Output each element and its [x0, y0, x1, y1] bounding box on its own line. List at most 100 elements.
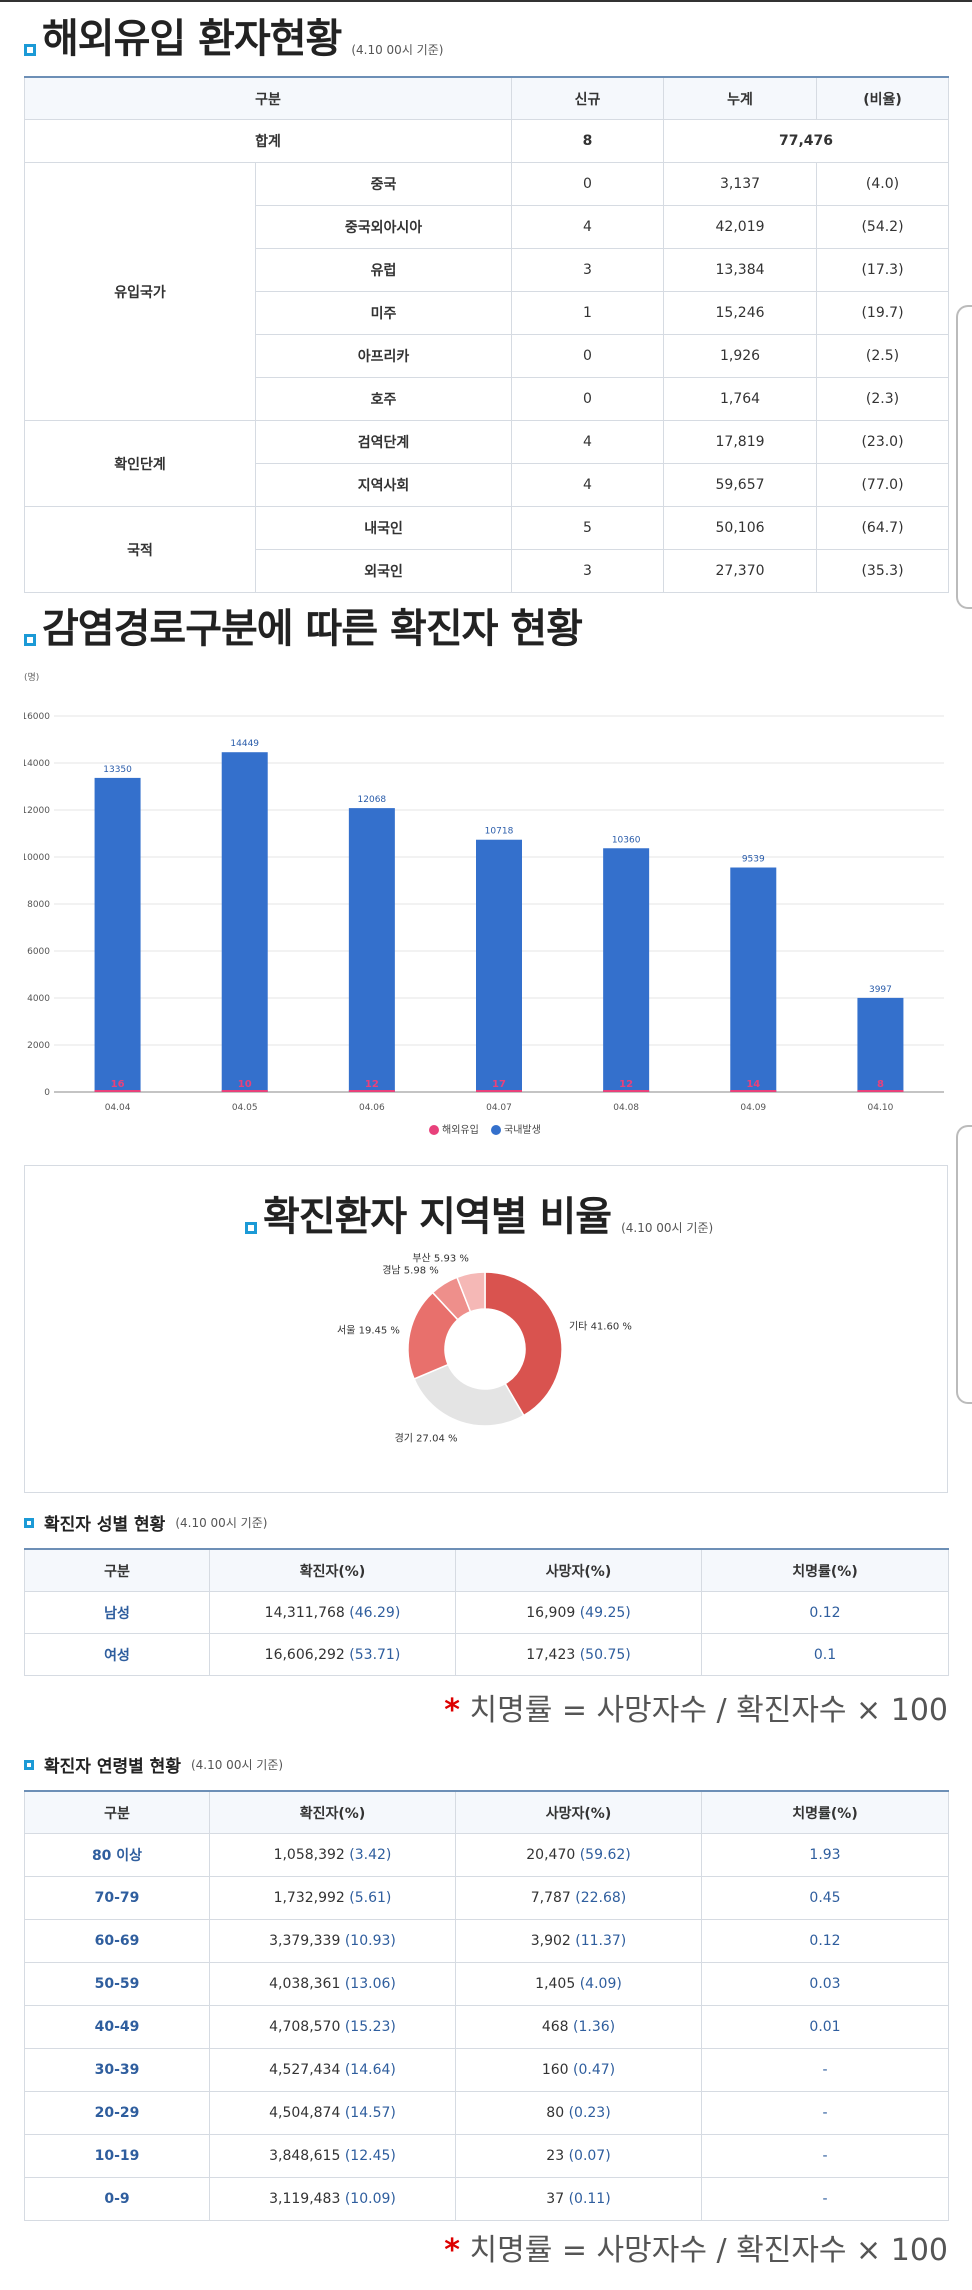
imported-value-label: 8 [877, 1079, 884, 1090]
pie-slice [484, 1271, 563, 1417]
bar-value-label: 14449 [230, 739, 259, 749]
deaths-value: 1,405 [535, 1976, 576, 1992]
y-tick-label: 14000 [24, 759, 50, 769]
legend-marker [429, 1125, 439, 1135]
region-note: (4.10 00시 기준) [621, 1221, 714, 1235]
cases-pct: (10.93) [344, 1933, 396, 1949]
cum-cell: 1,926 [663, 334, 818, 378]
table-row: 외국인 3 27,370 (35.3) [25, 549, 950, 593]
x-tick-label: 04.06 [359, 1103, 385, 1113]
cfr-formula-2: * 치명률 = 사망자수 / 확진자수 × 100 [444, 2225, 948, 2269]
cases-pct: (10.09) [344, 2191, 396, 2207]
table-row: 0-9 3,119,483 (10.09) 37 (0.11) - [24, 2177, 949, 2221]
deaths-pct: (4.09) [579, 1976, 622, 1992]
new-cell: 1 [511, 291, 665, 335]
pie-slice [413, 1363, 525, 1427]
bar-domestic [348, 808, 395, 1092]
deaths-pct: (0.47) [573, 2062, 616, 2078]
cfr-cell: 0.01 [701, 2005, 949, 2049]
x-tick-label: 04.07 [486, 1103, 512, 1113]
cases-pct: (13.06) [344, 1976, 396, 1992]
deaths-cell: 16,909 (49.25) [455, 1591, 702, 1634]
ratio-cell: (35.3) [816, 549, 950, 593]
region-section-title: 확진환자 지역별 비율 (4.10 00시 기준) [245, 1184, 713, 1242]
cfr-cell: 0.12 [701, 1591, 949, 1634]
new-cell: 3 [511, 248, 665, 292]
table-row: 70-79 1,732,992 (5.61) 7,787 (22.68) 0.45 [24, 1876, 949, 1920]
y-unit-label: (명) [24, 672, 39, 683]
cfr-cell: 1.93 [701, 1833, 949, 1877]
cases-value: 1,732,992 [273, 1890, 345, 1906]
cases-pct: (3.42) [349, 1847, 392, 1863]
cases-cell: 1,732,992 (5.61) [209, 1876, 456, 1920]
cases-pct: (14.64) [344, 2062, 396, 2078]
row-label: 30-39 [24, 2048, 210, 2092]
row-label: 20-29 [24, 2091, 210, 2135]
bar-domestic [476, 839, 522, 1092]
row-label: 80 이상 [24, 1833, 210, 1877]
table-row: 남성 14,311,768 (46.29) 16,909 (49.25) 0.12 [24, 1591, 949, 1634]
cum-cell: 42,019 [663, 205, 818, 249]
ratio-cell: (4.0) [816, 162, 950, 206]
bar-value-label: 12068 [358, 795, 387, 805]
deaths-cell: 160 (0.47) [455, 2048, 702, 2092]
deaths-value: 23 [546, 2148, 565, 2164]
deaths-value: 80 [546, 2105, 565, 2121]
cum-cell: 1,764 [663, 377, 818, 421]
cfr-cell: - [701, 2048, 949, 2092]
bar-chart-svg: (명) 0 2000 4000 6000 8000 10000 12000 14000 16000… [21, 672, 944, 1136]
x-tick-label: 04.10 [868, 1103, 894, 1113]
bar-imported [603, 1090, 650, 1092]
table-row: 지역사회 4 59,657 (77.0) [25, 463, 950, 507]
imported-value-label: 12 [619, 1079, 633, 1090]
right-scroll-handle[interactable] [956, 305, 972, 609]
bar-domestic [94, 777, 141, 1092]
square-bullet-icon [24, 634, 36, 646]
ratio-cell: (64.7) [816, 506, 950, 550]
bar-value-label: 9539 [742, 855, 765, 865]
ratio-cell: (19.7) [816, 291, 950, 335]
row-label: 남성 [24, 1591, 210, 1634]
col-header: 구분 [24, 1548, 210, 1592]
cases-cell: 4,527,434 (14.64) [209, 2048, 456, 2092]
row-label: 유럽 [254, 248, 513, 292]
new-cell: 4 [511, 420, 665, 464]
bar-value-label: 3997 [869, 985, 892, 995]
table-row: 30-39 4,527,434 (14.64) 160 (0.47) - [24, 2048, 949, 2092]
x-tick-label: 04.09 [740, 1103, 766, 1113]
group-label: 유입국가 [24, 162, 256, 421]
right-scroll-handle-2[interactable] [956, 1125, 972, 1404]
table-row: 유럽 3 13,384 (17.3) [25, 248, 950, 292]
route-section-title: 감염경로구분에 따른 확진자 현황 [24, 596, 583, 654]
table-row: 호주 0 1,764 (2.3) [25, 377, 950, 421]
deaths-pct: (0.07) [568, 2148, 611, 2164]
bar-value-label: 13350 [103, 765, 132, 775]
ratio-cell: (2.3) [816, 377, 950, 421]
cases-pct: (53.71) [349, 1646, 401, 1663]
y-tick-label: 4000 [27, 994, 50, 1004]
row-label: 검역단계 [254, 420, 513, 464]
row-label: 중국 [254, 162, 513, 206]
formula-star: * [444, 1693, 460, 1728]
gender-note: (4.10 00시 기준) [175, 1516, 268, 1530]
new-cell: 0 [511, 334, 665, 378]
formula-text: 치명률 = 사망자수 / 확진자수 × 100 [469, 1693, 948, 1728]
pie-label: 서울 19.45 % [337, 1325, 400, 1337]
bar-imported [94, 1090, 141, 1092]
cases-cell: 4,708,570 (15.23) [209, 2005, 456, 2049]
deaths-cell: 468 (1.36) [455, 2005, 702, 2049]
cum-cell: 50,106 [663, 506, 818, 550]
legend-label: 해외유입 [442, 1123, 479, 1136]
row-label: 40-49 [24, 2005, 210, 2049]
y-tick-label: 8000 [27, 900, 50, 910]
col-header: 치명률(%) [701, 1548, 949, 1592]
cases-value: 4,504,874 [269, 2105, 341, 2121]
y-tick-label: 0 [44, 1088, 50, 1098]
deaths-cell: 20,470 (59.62) [455, 1833, 702, 1877]
table-row: 20-29 4,504,874 (14.57) 80 (0.23) - [24, 2091, 949, 2135]
y-tick-label: 6000 [27, 947, 50, 957]
cases-value: 1,058,392 [273, 1847, 345, 1863]
overseas-table: 구분 신규 누계 (비율) 합계 8 77,476 유입국가 중국 0 3,137 (4.0)… [23, 76, 950, 593]
cum-cell: 15,246 [663, 291, 818, 335]
total-row: 합계 8 77,476 [23, 119, 950, 163]
